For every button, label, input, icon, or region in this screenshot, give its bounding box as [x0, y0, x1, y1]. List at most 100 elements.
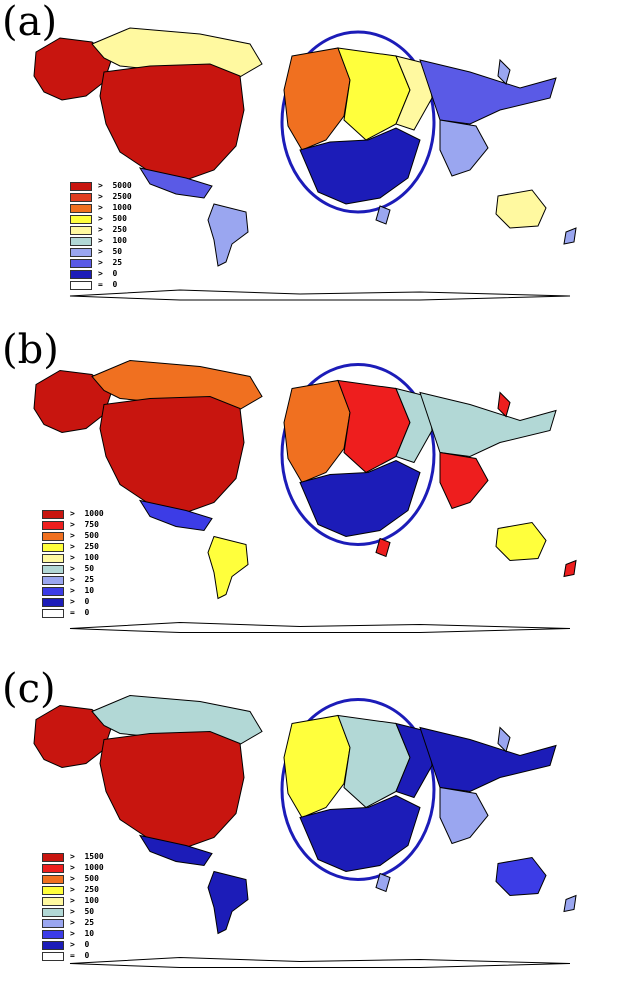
legend-swatch: [70, 182, 92, 191]
legend-label: > 1500: [70, 852, 104, 861]
legend-label: > 10: [70, 929, 95, 938]
panel-label: (a): [2, 0, 58, 45]
legend-swatch: [42, 853, 64, 862]
region-africa: [299, 794, 421, 873]
region-south-america: [207, 535, 249, 600]
region-japan-north: [497, 58, 511, 85]
legend-label: > 750: [70, 520, 99, 529]
region-alaska: [33, 37, 113, 101]
legend-swatch: [42, 521, 64, 530]
legend-swatch: [42, 930, 64, 939]
panel-label: (c): [2, 666, 56, 712]
region-new-zealand: [563, 559, 577, 578]
legend-swatch: [42, 565, 64, 574]
region-europe-west: [283, 714, 351, 819]
legend-swatch: [70, 248, 92, 257]
region-antarctica: [69, 956, 571, 968]
region-north-america: [99, 395, 245, 514]
region-north-america: [99, 63, 245, 181]
legend-label: > 50: [98, 247, 123, 256]
legend-swatch: [70, 215, 92, 224]
region-africa: [299, 127, 421, 205]
region-alaska: [33, 704, 113, 769]
legend-label: > 100: [70, 896, 99, 905]
region-mexico: [138, 834, 213, 867]
cartogram-map: [33, 694, 577, 968]
legend-label: > 0: [70, 597, 90, 606]
region-north-america: [99, 730, 245, 849]
legend-label: > 25: [98, 258, 123, 267]
legend-swatch: [42, 576, 64, 585]
cartogram-map: [33, 359, 577, 633]
legend-label: = 0: [70, 608, 90, 617]
legend-swatch: [42, 952, 64, 961]
region-australia: [495, 856, 547, 897]
legend-label: > 10: [70, 586, 95, 595]
panel-label: (b): [2, 327, 59, 373]
legend-swatch: [42, 908, 64, 917]
legend-label: = 0: [98, 280, 118, 289]
region-east-asia: [439, 786, 489, 845]
panel-c: (c) > 1500 > 1000 > 500 > 250 > 100 > 50 > 25 >…: [0, 665, 618, 1000]
legend-label: = 0: [70, 951, 90, 960]
legend-label: > 500: [70, 874, 99, 883]
panel-a: (a) > 5000 > 2500 > 1000 > 500 > 250 > 100 > 5…: [0, 0, 618, 330]
legend-swatch: [42, 919, 64, 928]
legend-label: > 50: [70, 907, 95, 916]
eurasia-outline: [280, 698, 436, 881]
region-new-zealand: [563, 227, 577, 245]
region-europe-west: [283, 47, 351, 151]
panel-b: (b) > 1000 > 750 > 500 > 250 > 100 > 50 > 25 > …: [0, 330, 618, 665]
legend-swatch: [42, 864, 64, 873]
legend-label: > 25: [70, 918, 95, 927]
legend-swatch: [70, 204, 92, 213]
legend-swatch: [42, 897, 64, 906]
legend-label: > 0: [98, 269, 118, 278]
legend-label: > 1000: [70, 863, 104, 872]
cartogram-map: [33, 27, 577, 301]
legend-swatch: [70, 193, 92, 202]
legend-swatch: [42, 510, 64, 519]
legend-swatch: [42, 941, 64, 950]
region-antarctica: [69, 289, 571, 301]
region-new-zealand: [563, 894, 577, 913]
legend-swatch: [42, 875, 64, 884]
legend-swatch: [42, 598, 64, 607]
legend-label: > 500: [98, 214, 127, 223]
legend-label: > 50: [70, 564, 95, 573]
eurasia-outline: [280, 363, 436, 546]
region-east-asia: [439, 119, 489, 177]
legend-label: > 250: [70, 885, 99, 894]
legend-label: > 500: [70, 531, 99, 540]
legend-label: > 1000: [98, 203, 132, 212]
region-japan-north: [497, 726, 511, 753]
legend-swatch: [42, 554, 64, 563]
region-madagascar: [375, 872, 391, 893]
region-madagascar: [375, 205, 391, 225]
legend-swatch: [42, 543, 64, 552]
region-europe-west: [283, 379, 351, 484]
region-antarctica: [69, 621, 571, 633]
legend-swatch: [70, 270, 92, 279]
eurasia-outline: [280, 30, 436, 214]
legend-label: > 25: [70, 575, 95, 584]
legend-swatch: [42, 886, 64, 895]
legend-swatch: [70, 281, 92, 290]
legend-swatch: [42, 609, 64, 618]
region-east-asia: [439, 451, 489, 510]
legend-label: > 250: [98, 225, 127, 234]
legend-label: > 2500: [98, 192, 132, 201]
region-mexico: [138, 167, 213, 199]
legend-label: > 5000: [98, 181, 132, 190]
region-south-america: [207, 870, 249, 935]
region-australia: [495, 189, 547, 229]
region-mexico: [138, 499, 213, 532]
region-russia: [419, 59, 557, 125]
region-madagascar: [375, 537, 391, 558]
legend-label: > 250: [70, 542, 99, 551]
region-australia: [495, 521, 547, 562]
region-russia: [419, 391, 557, 458]
legend-swatch: [70, 259, 92, 268]
legend-swatch: [42, 587, 64, 596]
legend-label: > 100: [70, 553, 99, 562]
